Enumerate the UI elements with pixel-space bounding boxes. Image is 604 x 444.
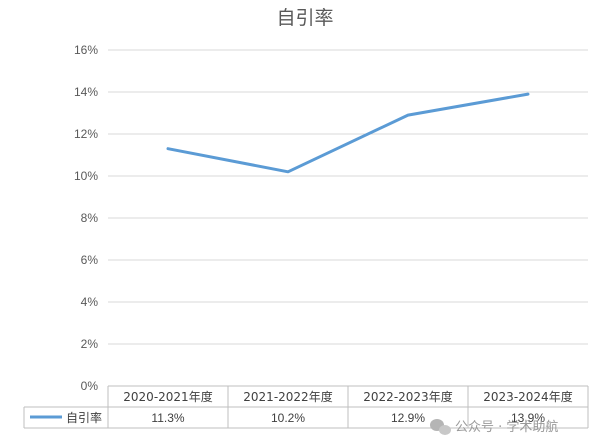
y-tick-label: 4% <box>81 295 99 309</box>
y-tick-label: 6% <box>81 253 99 267</box>
y-tick-label: 12% <box>74 127 98 141</box>
y-tick-label: 2% <box>81 337 99 351</box>
watermark-text: 公众号 · 学术助航 <box>455 419 558 435</box>
y-axis-ticks: 0% 2% 4% 6% 8% 10% 12% 14% 16% <box>74 43 98 393</box>
chart-title: 自引率 <box>276 7 333 29</box>
wechat-icon <box>430 419 451 435</box>
gridlines <box>108 49 588 345</box>
legend-label: 自引率 <box>66 410 102 425</box>
data-table: 2020-2021年度 2021-2022年度 2022-2023年度 2023-20… <box>23 385 589 429</box>
y-tick-label: 8% <box>81 211 99 225</box>
data-value-cell: 12.9% <box>391 411 425 425</box>
series-line-self-citation-rate <box>166 92 530 174</box>
x-category-label: 2022-2023年度 <box>363 389 452 404</box>
y-tick-label: 16% <box>74 43 98 57</box>
data-value-cell: 13.9% <box>511 411 545 425</box>
y-tick-label: 14% <box>74 85 98 99</box>
watermark: 公众号 · 学术助航 <box>430 419 558 435</box>
y-tick-label: 0% <box>81 379 99 393</box>
y-tick-label: 10% <box>74 169 98 183</box>
x-category-label: 2023-2024年度 <box>483 389 572 404</box>
series-lines <box>166 92 530 174</box>
x-category-label: 2021-2022年度 <box>243 389 332 404</box>
data-value-cell: 11.3% <box>151 411 184 425</box>
x-category-label: 2020-2021年度 <box>123 389 212 404</box>
data-value-cell: 10.2% <box>271 411 305 425</box>
